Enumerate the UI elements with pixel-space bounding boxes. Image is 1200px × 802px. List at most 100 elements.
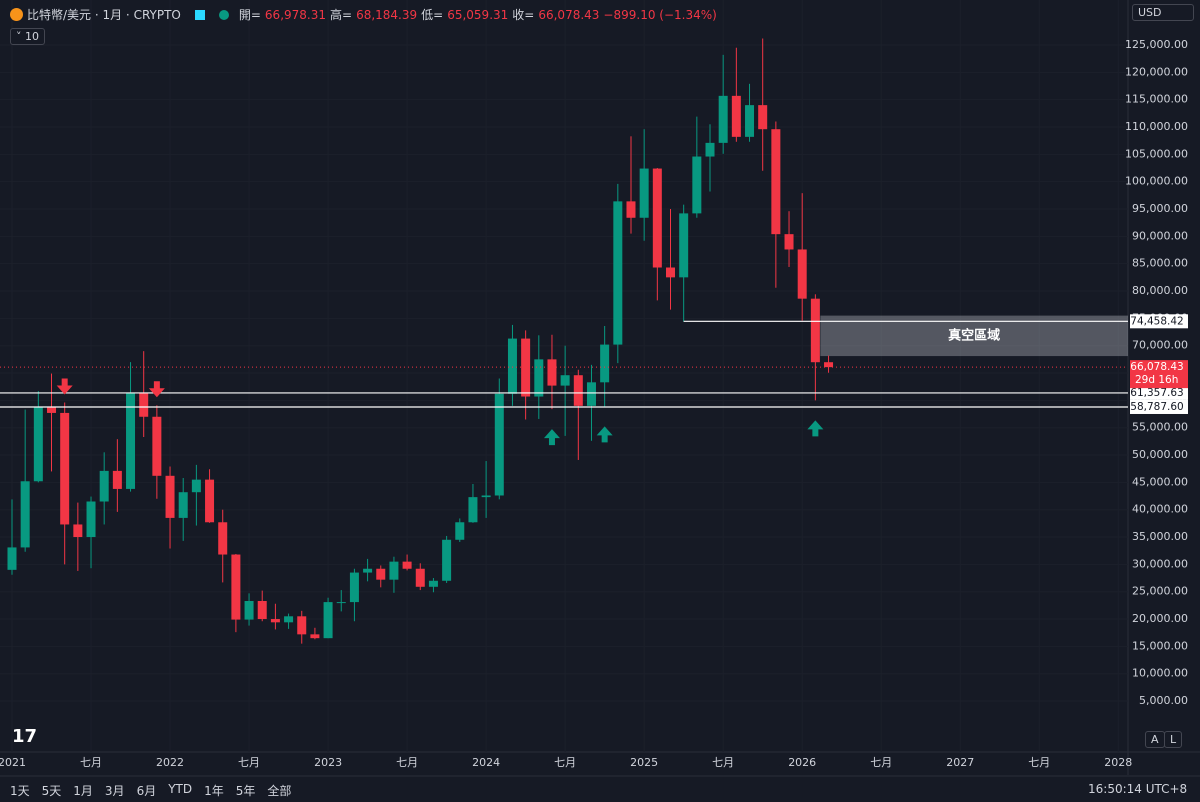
flag[interactable] bbox=[194, 9, 205, 20]
range-button[interactable]: 1月 bbox=[73, 784, 93, 798]
range-button[interactable]: 1年 bbox=[204, 784, 224, 798]
currency[interactable]: USD bbox=[1132, 4, 1194, 21]
candle-body bbox=[178, 492, 188, 518]
x-tick-label: 2021 bbox=[0, 756, 26, 769]
candle-body bbox=[244, 601, 254, 620]
symbol[interactable]: 比特幣/美元 · 1月 · CRYPTO bbox=[27, 8, 181, 22]
candle-body bbox=[60, 412, 70, 525]
candle-body bbox=[257, 601, 267, 620]
candle-body bbox=[507, 338, 517, 394]
close: 66,078.43 bbox=[538, 7, 600, 22]
x-tick-label: 2026 bbox=[788, 756, 816, 769]
auto-scale[interactable]: A bbox=[1145, 731, 1165, 748]
y-tick-label: 10,000.00 bbox=[1132, 667, 1188, 680]
candle-body bbox=[33, 406, 43, 482]
candle-body bbox=[652, 168, 662, 268]
candle-body bbox=[455, 522, 465, 540]
y-tick-label: 80,000.00 bbox=[1132, 284, 1188, 297]
x-tick-label: 七月 bbox=[870, 756, 892, 769]
logo: 𝟭𝟳 bbox=[12, 726, 38, 747]
range-button[interactable]: 6月 bbox=[136, 784, 157, 798]
countdown: 29d 16h bbox=[1135, 374, 1178, 386]
range-button[interactable]: 5天 bbox=[41, 784, 62, 798]
candle-body bbox=[389, 561, 399, 580]
range-button[interactable]: YTD bbox=[168, 782, 193, 796]
candle-body bbox=[126, 393, 136, 489]
range-button[interactable]: 1天 bbox=[10, 784, 30, 798]
header: 比特幣/美元 · 1月 · CRYPTO 開= 66,978.31 高= 68,18… bbox=[10, 6, 717, 23]
x-tick-label: 2024 bbox=[472, 756, 500, 769]
range-button[interactable]: 5年 bbox=[235, 784, 256, 798]
candle-body bbox=[165, 475, 175, 518]
level-label-bg bbox=[1130, 385, 1188, 400]
candle-body bbox=[600, 344, 610, 383]
x-tick-label: 2027 bbox=[946, 756, 974, 769]
x-tick-label: 七月 bbox=[238, 756, 260, 769]
candle-body bbox=[771, 129, 781, 235]
range-button[interactable]: 全部 bbox=[267, 784, 292, 798]
up-arrow bbox=[543, 429, 560, 446]
x-tick-label: 2023 bbox=[314, 756, 342, 769]
candle-body bbox=[639, 168, 649, 218]
y-tick-label: 25,000.00 bbox=[1132, 585, 1188, 598]
candle-body bbox=[218, 522, 228, 555]
toolbar: 1天 5天 1月 3月 6月 YTD 1年 5年 全部 bbox=[10, 782, 291, 799]
y-tick-label: 50,000.00 bbox=[1132, 448, 1188, 461]
candle-body bbox=[20, 481, 30, 548]
candle-body bbox=[205, 479, 215, 523]
candle-body bbox=[534, 359, 544, 397]
last-price-label: 66,078.43 bbox=[1130, 361, 1183, 373]
log-scale[interactable]: L bbox=[1164, 731, 1183, 748]
candle-body bbox=[797, 249, 807, 299]
candle-body bbox=[731, 95, 741, 137]
indicator-toggle[interactable]: ˅ 10 bbox=[10, 28, 45, 45]
x-tick-label: 2025 bbox=[630, 756, 658, 769]
last-price-bg bbox=[1130, 360, 1188, 389]
y-tick-label: 20,000.00 bbox=[1132, 612, 1188, 625]
high-label: 高= bbox=[330, 8, 353, 22]
y-tick-label: 5,000.00 bbox=[1139, 694, 1188, 707]
level-label-bg bbox=[1130, 314, 1188, 329]
candle-body bbox=[310, 634, 320, 639]
y-tick-label: 110,000.00 bbox=[1125, 120, 1188, 133]
candle-body bbox=[784, 234, 794, 250]
close-label: 收= bbox=[512, 8, 535, 22]
candle-body bbox=[705, 142, 715, 157]
status bbox=[218, 9, 229, 20]
indicator-count: 10 bbox=[25, 30, 39, 43]
candle-body bbox=[758, 105, 768, 130]
coin-icon bbox=[10, 8, 23, 21]
candle-body bbox=[573, 375, 583, 406]
y-tick-label: 30,000.00 bbox=[1132, 557, 1188, 570]
open-label: 開= bbox=[238, 8, 261, 22]
candle-body bbox=[297, 616, 307, 635]
candle-body bbox=[376, 568, 386, 580]
down-arrow bbox=[148, 381, 165, 398]
candle-body bbox=[560, 375, 570, 386]
candle-body bbox=[810, 298, 820, 363]
candle-body bbox=[112, 470, 122, 489]
candle-body bbox=[402, 561, 412, 569]
candle-body bbox=[73, 524, 83, 538]
candle-body bbox=[270, 619, 280, 623]
x-tick-label: 七月 bbox=[80, 756, 102, 769]
candle-body bbox=[231, 554, 241, 620]
candle-body bbox=[7, 547, 17, 570]
level-label-bg bbox=[1130, 399, 1188, 414]
range-button[interactable]: 3月 bbox=[104, 784, 125, 798]
candle-body bbox=[494, 393, 504, 496]
level-label: 74,458.42 bbox=[1130, 315, 1183, 327]
candle-body bbox=[468, 497, 478, 523]
candle-body bbox=[745, 105, 755, 137]
y-tick-label: 125,000.00 bbox=[1125, 38, 1188, 51]
y-tick-label: 115,000.00 bbox=[1125, 93, 1188, 106]
candle-body bbox=[586, 382, 596, 406]
y-tick-label: 90,000.00 bbox=[1132, 229, 1188, 242]
candle-body bbox=[824, 362, 834, 368]
y-tick-label: 45,000.00 bbox=[1132, 475, 1188, 488]
candle-body bbox=[679, 213, 689, 278]
x-tick-label: 七月 bbox=[396, 756, 418, 769]
candle-body bbox=[86, 501, 96, 538]
vacuum-zone bbox=[820, 315, 1128, 357]
candle-body bbox=[139, 393, 149, 417]
